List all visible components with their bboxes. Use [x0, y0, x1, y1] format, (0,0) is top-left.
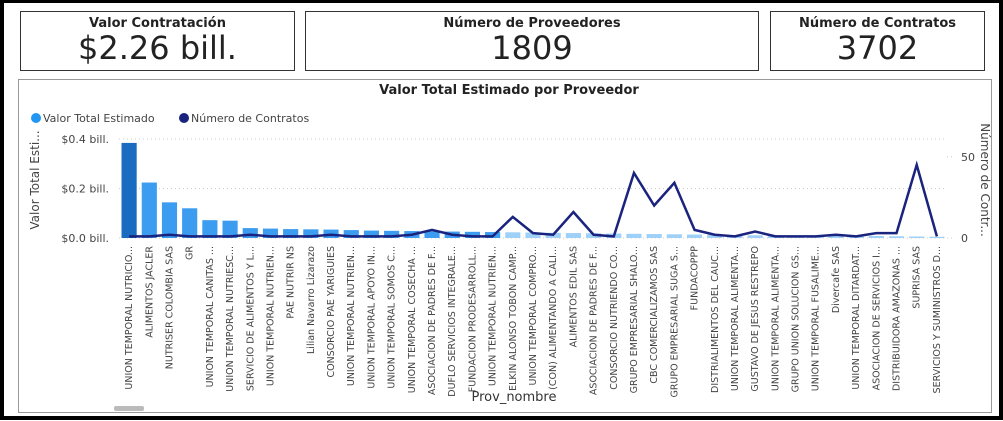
x-tick-label: DUFLO SERVICIOS INTEGRALE...: [447, 246, 458, 397]
x-tick-label: GRUPO EMPRESARIAL SUGA S...: [669, 246, 680, 398]
bar: [525, 232, 541, 238]
y2-tick-label: 0: [961, 232, 968, 245]
kpi-card: Valor Contratación $2.26 bill.: [20, 11, 295, 71]
x-tick-label: CONSORCIO PAE YARIGUIES: [326, 246, 337, 378]
chart-panel: Valor Total Estimado por Proveedor Prov_…: [18, 79, 992, 413]
x-tick-label: ALIMENTOS JACLER: [144, 246, 155, 338]
x-tick-label: Divercafe SAS: [831, 246, 842, 313]
x-tick-label: UNION TEMPORAL COSECHA ...: [407, 246, 418, 393]
bar: [909, 236, 925, 238]
bar: [686, 234, 703, 238]
x-tick-label: FUNDACION PRODESARROLL...: [467, 246, 478, 392]
x-tick-label: UNION TEMPORAL FUSALIME...: [811, 246, 822, 391]
x-tick-label: UNION TEMPORAL NUTRIEN...: [346, 246, 357, 386]
x-axis-label: Prov_nombre: [472, 390, 557, 405]
bar: [868, 236, 884, 238]
card-title: Valor Contratación: [89, 16, 226, 31]
x-tick-label: Lilian Navarro Lizarazo: [306, 246, 317, 354]
y2-tick-label: 50: [961, 151, 975, 164]
y-tick-label: $0.4 bill.: [61, 133, 109, 146]
x-tick-label: ASOCIACION DE PADRES DE F...: [427, 246, 438, 395]
y-tick-label: $0.2 bill.: [61, 182, 109, 195]
legend-label: Valor Total Estimado: [43, 112, 155, 125]
card-title: Número de Contratos: [798, 16, 957, 31]
bar: [202, 220, 218, 238]
bar: [121, 142, 137, 238]
bar: [929, 236, 945, 238]
bar: [222, 220, 238, 238]
x-tick-label: UNION TEMPORAL CANITAS ...: [205, 246, 216, 387]
x-tick-label: UNION TEMPORAL APOYO IN...: [366, 246, 377, 389]
bar: [424, 231, 440, 238]
x-tick-label: SERVICIOS Y SUMINISTROS D...: [932, 246, 943, 393]
card-title: Número de Proveedores: [443, 16, 621, 31]
x-tick-label: CBC COMERCIALIZAMOS SAS: [649, 246, 660, 384]
x-tick-label: NUTRISER COLOMBIA SAS: [164, 246, 175, 369]
legend-marker: [31, 113, 41, 123]
bar: [646, 234, 662, 238]
x-tick-label: SERVICIO DE ALIMENTOS Y L...: [245, 246, 256, 391]
x-tick-label: UNION TEMPORAL NUTRIEN...: [488, 246, 499, 386]
bar: [242, 228, 258, 238]
bar: [182, 208, 198, 238]
x-tick-label: GR: [185, 246, 196, 260]
bar: [141, 182, 157, 238]
card-value: $2.26 bill.: [78, 29, 237, 67]
bar: [747, 235, 763, 238]
x-tick-label: (CON) ALIMENTANDO A CALI...: [548, 246, 559, 390]
kpi-card: Número de Contratos 3702: [770, 11, 985, 71]
y-axis-label: Valor Total Esti...: [28, 130, 42, 229]
x-tick-label: DISTRIALIMENTOS DEL CAUC...: [710, 246, 721, 393]
bar: [161, 202, 178, 238]
bar: [626, 233, 642, 238]
x-tick-label: FUNDACOPPP: [690, 246, 701, 311]
bar: [283, 229, 299, 238]
bar: [888, 236, 905, 238]
bar: [303, 229, 319, 238]
bar: [343, 230, 359, 238]
x-tick-label: CONSORCIO NUTRIENDO CO...: [609, 246, 620, 390]
scrollbar[interactable]: [114, 406, 144, 411]
x-tick-label: UNION TEMPORAL NUTRICIO...: [124, 246, 135, 390]
bar: [707, 234, 723, 238]
x-tick-label: UNION TEMPORAL COMPRO...: [528, 246, 539, 386]
bar: [363, 230, 380, 238]
card-value: 3702: [836, 29, 919, 67]
card-value: 1809: [491, 29, 573, 67]
bar: [828, 235, 844, 238]
x-tick-label: SUPRISA SAS: [912, 246, 923, 309]
x-tick-label: UNION TEMPORAL NUTRIESC...: [225, 246, 236, 392]
chart-title: Valor Total Estimado por Proveedor: [379, 83, 639, 98]
x-tick-label: GUSTAVO DE JESUS RESTREPO: [750, 246, 761, 392]
x-tick-label: ELKIN ALONSO TOBON CAMP...: [508, 246, 519, 391]
x-tick-label: UNION TEMPORAL ALIMENTA...: [770, 246, 781, 391]
legend-label: Número de Contratos: [191, 112, 309, 125]
x-tick-label: PAE NUTRIR NS: [286, 246, 297, 319]
x-tick-label: DISTRIBUIDORA AMAZONAS ...: [892, 246, 903, 391]
kpi-card: Número de Proveedores 1809: [305, 11, 759, 71]
x-tick-label: UNION TEMPORAL ALIMENTA...: [730, 246, 741, 391]
bar: [384, 230, 400, 238]
legend-marker: [179, 113, 189, 123]
x-tick-label: UNION TEMPORAL NUTRIEN...: [265, 246, 276, 386]
x-tick-label: UNION TEMPORAL DITARDAT...: [851, 246, 862, 390]
line: [129, 160, 939, 238]
y-tick-label: $0.0 bill.: [61, 232, 109, 245]
bar: [262, 228, 279, 238]
bar: [565, 233, 581, 238]
x-tick-label: GRUPO EMPRESARIAL SHALO...: [629, 246, 640, 393]
x-tick-label: UNION TEMPORAL SOMOS C...: [387, 246, 398, 389]
y2-axis-label: Número de Contr...: [978, 123, 991, 237]
x-tick-label: GRUPO UNION SOLUCION GS...: [791, 246, 802, 392]
chart: Valor Total Estimado por Proveedor Prov_…: [28, 83, 992, 411]
x-tick-label: ASOCIACION DE SERVICIOS I...: [871, 246, 882, 390]
bar: [666, 234, 682, 238]
x-tick-label: ALIMENTOS EDIL SAS: [568, 246, 579, 347]
x-tick-label: ASOCIACION DE PADRES DE F...: [589, 246, 600, 395]
bar: [464, 231, 480, 238]
bar: [505, 232, 521, 238]
